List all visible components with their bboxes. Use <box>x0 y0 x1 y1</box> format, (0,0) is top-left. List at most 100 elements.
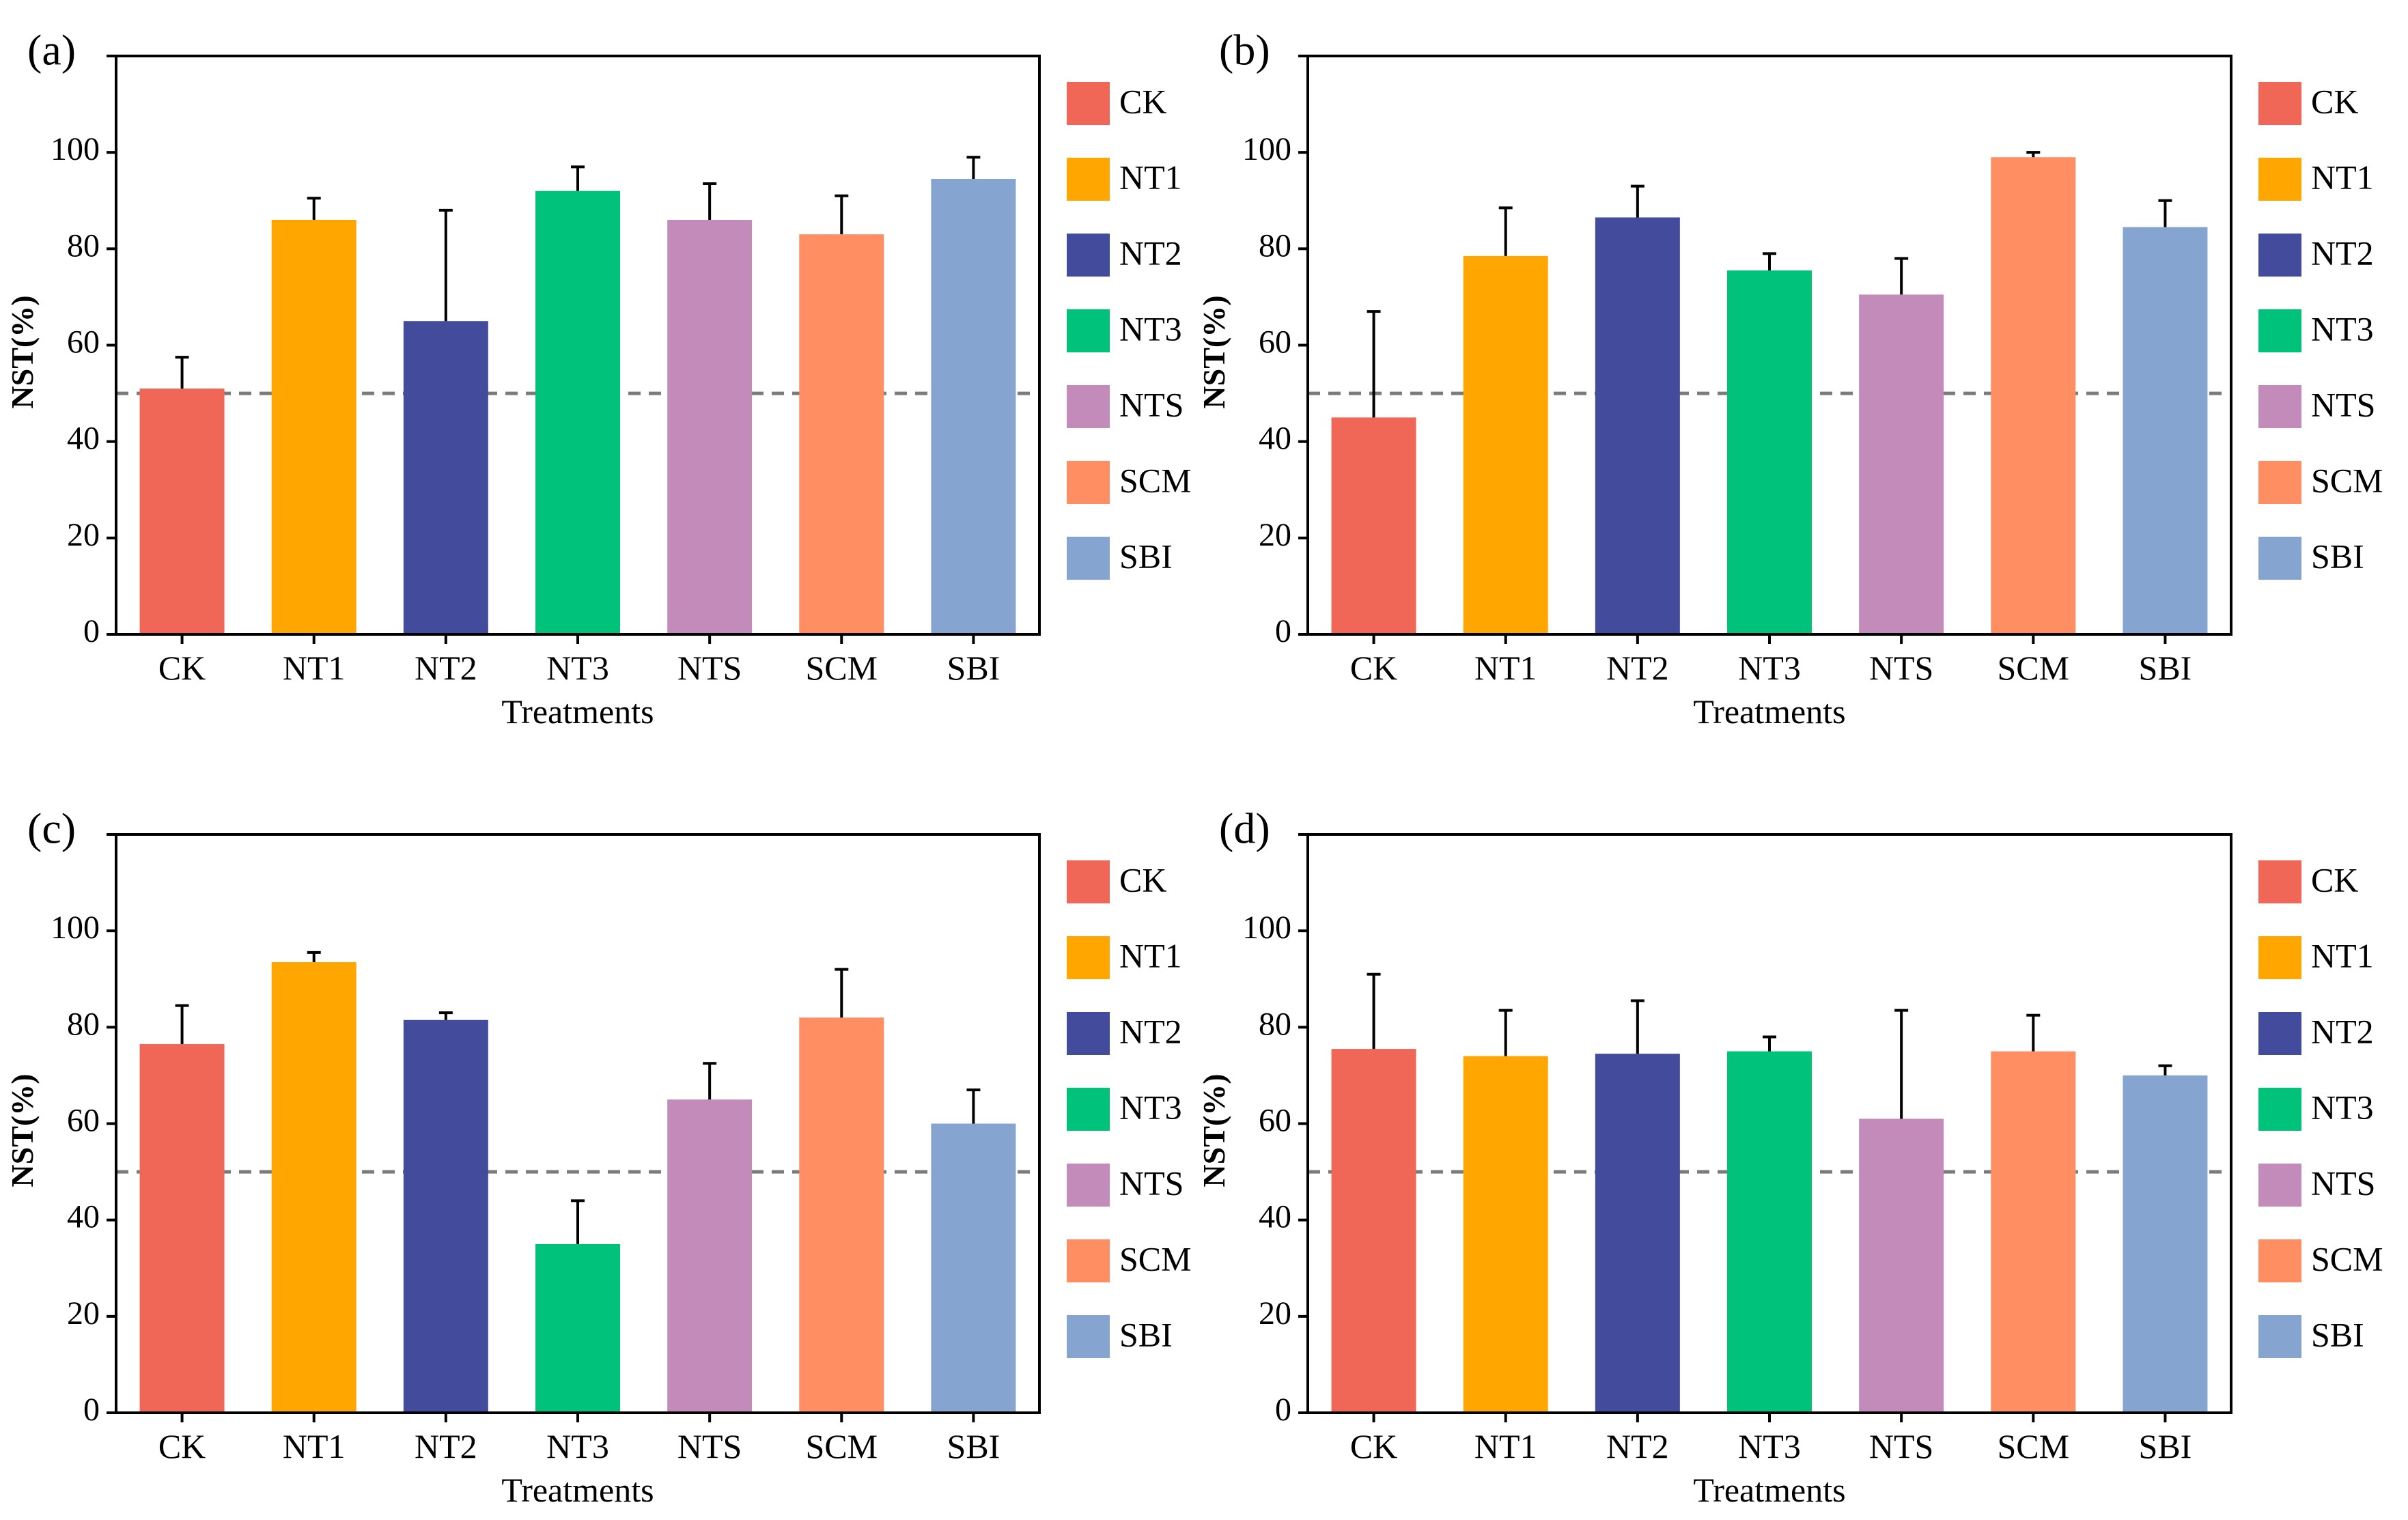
legend-label-CK: CK <box>1119 860 1166 899</box>
x-tick-label-CK: CK <box>1350 1427 1397 1465</box>
x-tick-label-NT3: NT3 <box>546 649 609 687</box>
legend-label-NT3: NT3 <box>2311 1088 2374 1126</box>
legend-label-SCM: SCM <box>1119 461 1192 499</box>
legend-label-NT2: NT2 <box>2311 1012 2374 1050</box>
bar-NTS <box>1859 294 1944 634</box>
legend-swatch-NT1 <box>1067 936 1110 979</box>
legend-swatch-NTS <box>1067 1164 1110 1207</box>
legend-swatch-SCM <box>1067 461 1110 504</box>
bar-NTS <box>667 1099 753 1413</box>
x-axis-title: Treatments <box>1693 692 1845 731</box>
bar-NT1 <box>1463 1056 1548 1413</box>
y-tick-label: 20 <box>1259 1295 1291 1332</box>
x-tick-label-SCM: SCM <box>805 1427 878 1465</box>
y-tick-label: 80 <box>67 227 100 264</box>
bar-SBI <box>2123 227 2208 635</box>
y-tick-label: 60 <box>1259 1103 1291 1139</box>
legend-label-NT3: NT3 <box>1119 1088 1182 1126</box>
chart-panel-a: (a) CK NT1 NT2 NT3 NTS SCM SBI 0 20 40 60 80 100 Treat… <box>5 26 1192 731</box>
x-tick-label-NTS: NTS <box>1869 1427 1933 1465</box>
y-tick-label: 40 <box>67 1199 100 1235</box>
x-tick-label-SBI: SBI <box>2139 649 2192 687</box>
y-tick-label: 60 <box>67 1103 100 1139</box>
chart-panel-d: (d) CK NT1 NT2 NT3 NTS SCM SBI 0 20 40 60 80 100 Treat… <box>1196 804 2383 1509</box>
x-tick-label-NTS: NTS <box>677 649 742 687</box>
y-tick-label: 20 <box>67 517 100 553</box>
bar-NT3 <box>1727 270 1812 634</box>
bar-SBI <box>931 1123 1016 1413</box>
legend-label-NT3: NT3 <box>2311 309 2374 348</box>
x-tick-label-CK: CK <box>1350 649 1397 687</box>
x-tick-label-NT2: NT2 <box>1606 649 1669 687</box>
x-tick-label-NT2: NT2 <box>1606 1427 1669 1465</box>
bar-CK <box>139 1044 225 1413</box>
y-tick-label: 100 <box>1242 910 1291 946</box>
legend: CK NT1 NT2 NT3 NTS SCM SBI <box>1067 860 1192 1358</box>
x-tick-label-NT2: NT2 <box>415 649 477 687</box>
bar-SBI <box>2123 1075 2208 1413</box>
x-tick-label-CK: CK <box>158 1427 206 1465</box>
x-tick-label-SCM: SCM <box>1997 649 2069 687</box>
x-axis-title: Treatments <box>1693 1471 1845 1509</box>
legend-swatch-CK <box>1067 82 1110 125</box>
legend-swatch-SBI <box>1067 537 1110 580</box>
legend-label-SBI: SBI <box>1119 1315 1173 1353</box>
legend-label-SCM: SCM <box>2311 1239 2383 1278</box>
bar-SCM <box>799 1017 884 1413</box>
x-tick-label-SBI: SBI <box>947 649 1000 687</box>
legend-swatch-SCM <box>1067 1239 1110 1282</box>
bar-NT2 <box>403 321 488 634</box>
legend-swatch-NT2 <box>2258 234 2301 277</box>
legend-swatch-CK <box>1067 860 1110 903</box>
legend-swatch-SCM <box>2258 1239 2301 1282</box>
y-tick-label: 40 <box>1259 1199 1291 1235</box>
legend-label-CK: CK <box>1119 82 1166 120</box>
legend-label-NT3: NT3 <box>1119 309 1182 348</box>
legend-swatch-NT3 <box>2258 1088 2301 1131</box>
legend-label-NTS: NTS <box>2311 385 2375 423</box>
legend: CK NT1 NT2 NT3 NTS SCM SBI <box>1067 82 1192 580</box>
bar-NTS <box>667 219 753 634</box>
legend: CK NT1 NT2 NT3 NTS SCM SBI <box>2258 82 2383 580</box>
bar-CK <box>139 389 225 634</box>
legend-label-SCM: SCM <box>1119 1239 1192 1278</box>
legend-swatch-CK <box>2258 82 2301 125</box>
x-tick-label-CK: CK <box>158 649 206 687</box>
bar-SCM <box>799 234 884 634</box>
legend-swatch-NT1 <box>2258 936 2301 979</box>
y-tick-label: 40 <box>1259 421 1291 457</box>
x-tick-label-SBI: SBI <box>2139 1427 2192 1465</box>
legend-label-NT2: NT2 <box>1119 234 1182 272</box>
y-tick-label: 80 <box>67 1006 100 1042</box>
legend-swatch-NT3 <box>1067 309 1110 352</box>
x-tick-label-NT3: NT3 <box>1738 649 1801 687</box>
bar-NT1 <box>271 219 356 634</box>
y-tick-label: 60 <box>1259 324 1291 361</box>
legend-swatch-NT3 <box>2258 309 2301 352</box>
legend: CK NT1 NT2 NT3 NTS SCM SBI <box>2258 860 2383 1358</box>
bar-CK <box>1331 417 1416 634</box>
y-axis-title: NST(%) <box>5 1073 40 1187</box>
y-tick-label: 100 <box>1242 131 1291 167</box>
legend-swatch-NT2 <box>1067 1012 1110 1055</box>
legend-label-NT2: NT2 <box>1119 1012 1182 1050</box>
y-tick-label: 0 <box>83 613 100 649</box>
legend-swatch-NTS <box>2258 1164 2301 1207</box>
x-tick-label-NT1: NT1 <box>283 649 346 687</box>
legend-swatch-NTS <box>2258 385 2301 428</box>
chart-panel-b: (b) CK NT1 NT2 NT3 NTS SCM SBI 0 20 40 60 80 100 Treat… <box>1196 26 2383 731</box>
x-tick-label-NT1: NT1 <box>1474 1427 1537 1465</box>
legend-label-SBI: SBI <box>2311 537 2364 575</box>
bar-NTS <box>1859 1118 1944 1413</box>
legend-swatch-NT1 <box>2258 158 2301 201</box>
x-tick-label-SCM: SCM <box>805 649 878 687</box>
x-tick-label-NT1: NT1 <box>1474 649 1537 687</box>
bar-SCM <box>1991 1051 2076 1413</box>
y-tick-label: 20 <box>67 1295 100 1332</box>
legend-swatch-NT2 <box>1067 234 1110 277</box>
legend-label-CK: CK <box>2311 82 2358 120</box>
legend-label-SBI: SBI <box>2311 1315 2364 1353</box>
legend-swatch-NT3 <box>1067 1088 1110 1131</box>
legend-label-NTS: NTS <box>1119 385 1184 423</box>
bar-SBI <box>931 178 1016 634</box>
